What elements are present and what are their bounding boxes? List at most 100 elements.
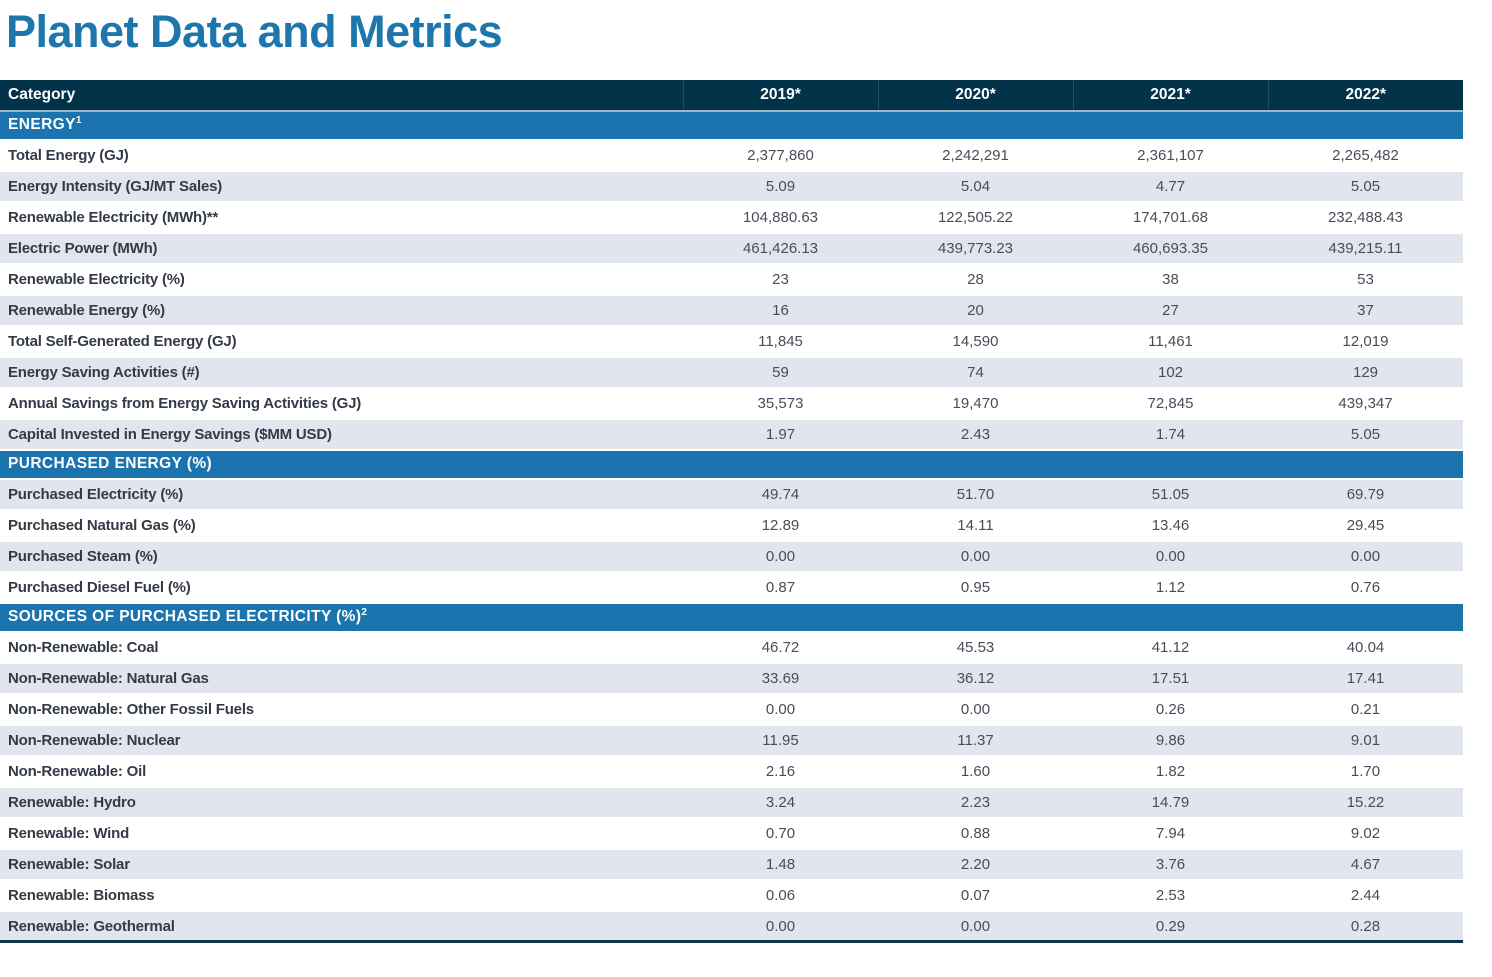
table-row: Renewable: Wind 0.70 0.88 7.94 9.02 — [0, 817, 1463, 849]
row-value-cell: 14.11 — [957, 516, 994, 534]
row-value-cell: 1.97 — [765, 425, 796, 443]
row-value-cell: 41.12 — [1151, 638, 1190, 656]
section-footnote-marker: 1 — [75, 115, 82, 127]
row-value-cell: 35,573 — [757, 394, 804, 412]
year-header-row: Category 2019* 2020* 2021* 2022* — [0, 79, 1463, 112]
row-value-cell: 11.95 — [762, 731, 799, 749]
table-row: Renewable: Hydro 3.24 2.23 14.79 15.22 — [0, 786, 1463, 818]
table-row: Energy Intensity (GJ/MT Sales) 5.09 5.04 4.… — [0, 170, 1463, 202]
row-value-cell: 74 — [967, 363, 984, 381]
row-category-label: Total Self-Generated Energy (GJ) — [8, 332, 237, 350]
row-value-cell: 4.77 — [1155, 177, 1186, 195]
section-header-row: ENERGY1 — [0, 110, 1463, 141]
row-value-cell: 102 — [1157, 363, 1184, 381]
table-row: Electric Power (MWh) 461,426.13 439,773.23… — [0, 232, 1463, 264]
row-value-cell: 9.02 — [1350, 824, 1381, 842]
row-category-label: Non-Renewable: Oil — [8, 762, 147, 780]
table-header: Category 2019* 2020* 2021* 2022* — [0, 79, 1463, 112]
row-value-cell: 33.69 — [761, 669, 800, 687]
row-value-cell: 59 — [772, 363, 789, 381]
table-row: Renewable Energy (%) 16 20 27 37 — [0, 294, 1463, 326]
table-row: Purchased Diesel Fuel (%) 0.87 0.95 1.12 0.7… — [0, 571, 1463, 603]
row-value-cell: 0.70 — [765, 824, 796, 842]
section-heading: ENERGY1 — [0, 110, 1463, 141]
row-value-cell: 1.60 — [960, 762, 991, 780]
row-value-cell: 1.70 — [1350, 762, 1381, 780]
row-value-cell: 1.74 — [1155, 425, 1186, 443]
row-value-cell: 2,361,107 — [1137, 146, 1204, 164]
row-value-cell: 0.07 — [960, 886, 991, 904]
row-value-cell: 4.67 — [1350, 855, 1381, 873]
row-value-cell: 11,461 — [1148, 332, 1193, 350]
row-value-cell: 439,215.11 — [1328, 239, 1403, 257]
row-category-label: Purchased Diesel Fuel (%) — [8, 578, 191, 596]
row-value-cell: 37 — [1357, 301, 1374, 319]
row-value-cell: 0.00 — [960, 917, 991, 935]
table-row: Purchased Electricity (%) 49.74 51.70 51.05… — [0, 478, 1463, 510]
table-row: Non-Renewable: Other Fossil Fuels 0.00 0.0… — [0, 693, 1463, 725]
table-row: Non-Renewable: Nuclear 11.95 11.37 9.86 9.01 — [0, 724, 1463, 756]
row-category-label: Purchased Steam (%) — [8, 547, 158, 565]
table-row: Purchased Steam (%) 0.00 0.00 0.00 0.00 — [0, 540, 1463, 572]
row-value-cell: 0.95 — [960, 578, 991, 596]
row-value-cell: 104,880.63 — [742, 208, 819, 226]
row-value-cell: 17.41 — [1346, 669, 1385, 687]
table-row: Capital Invested in Energy Savings ($MM … — [0, 418, 1463, 450]
row-value-cell: 0.21 — [1350, 700, 1381, 718]
row-value-cell: 5.05 — [1350, 177, 1381, 195]
row-value-cell: 2.53 — [1155, 886, 1186, 904]
table-row: Non-Renewable: Natural Gas 33.69 36.12 17.5… — [0, 662, 1463, 694]
row-value-cell: 0.00 — [960, 700, 991, 718]
table-row: Renewable Electricity (MWh)** 104,880.63 1… — [0, 201, 1463, 233]
row-category-label: Energy Intensity (GJ/MT Sales) — [8, 177, 223, 195]
row-category-label: Renewable Energy (%) — [8, 301, 165, 319]
row-value-cell: 460,693.35 — [1132, 239, 1209, 257]
row-value-cell: 2.16 — [765, 762, 796, 780]
row-value-cell: 1.82 — [1155, 762, 1186, 780]
row-value-cell: 14,590 — [952, 332, 999, 350]
year-column-header: 2020* — [877, 79, 1073, 112]
table-row: Renewable: Solar 1.48 2.20 3.76 4.67 — [0, 848, 1463, 880]
row-value-cell: 36.12 — [956, 669, 995, 687]
row-value-cell: 2.43 — [960, 425, 991, 443]
row-value-cell: 19,470 — [952, 394, 999, 412]
row-value-cell: 27 — [1162, 301, 1179, 319]
row-value-cell: 0.29 — [1155, 917, 1186, 935]
table-row: Non-Renewable: Coal 46.72 45.53 41.12 40.04 — [0, 631, 1463, 663]
table-row: Energy Saving Activities (#) 59 74 102 129 — [0, 356, 1463, 388]
row-value-cell: 11,845 — [758, 332, 803, 350]
row-category-label: Energy Saving Activities (#) — [8, 363, 200, 381]
row-value-cell: 15.22 — [1346, 793, 1385, 811]
row-category-label: Purchased Natural Gas (%) — [8, 516, 196, 534]
year-column-header: 2019* — [682, 79, 878, 112]
row-category-label: Renewable: Wind — [8, 824, 130, 842]
row-value-cell: 12,019 — [1342, 332, 1389, 350]
row-value-cell: 11.37 — [957, 731, 994, 749]
table-row: Purchased Natural Gas (%) 12.89 14.11 13.46… — [0, 509, 1463, 541]
row-value-cell: 7.94 — [1155, 824, 1186, 842]
row-category-label: Renewable: Biomass — [8, 886, 155, 904]
section-footnote-marker: 2 — [361, 607, 368, 619]
row-value-cell: 0.87 — [765, 578, 796, 596]
row-value-cell: 49.74 — [761, 485, 800, 503]
row-value-cell: 53 — [1357, 270, 1374, 288]
metrics-table: Category 2019* 2020* 2021* 2022* ENERGY1 Tot… — [0, 79, 1463, 944]
row-value-cell: 45.53 — [956, 638, 995, 656]
row-value-cell: 51.05 — [1151, 485, 1190, 503]
row-value-cell: 72,845 — [1147, 394, 1194, 412]
row-category-label: Purchased Electricity (%) — [8, 485, 184, 503]
row-value-cell: 2.23 — [960, 793, 991, 811]
row-value-cell: 0.00 — [960, 547, 991, 565]
row-value-cell: 2,377,860 — [747, 146, 814, 164]
table-row: Annual Savings from Energy Saving Activi… — [0, 387, 1463, 419]
table-row: Total Energy (GJ) 2,377,860 2,242,291 2,361… — [0, 139, 1463, 171]
row-value-cell: 2,242,291 — [942, 146, 1009, 164]
row-category-label: Non-Renewable: Other Fossil Fuels — [8, 700, 254, 718]
row-value-cell: 0.00 — [765, 917, 796, 935]
row-value-cell: 5.05 — [1350, 425, 1381, 443]
row-value-cell: 29.45 — [1346, 516, 1385, 534]
row-category-label: Capital Invested in Energy Savings ($MM … — [8, 425, 332, 443]
row-value-cell: 3.24 — [765, 793, 796, 811]
row-value-cell: 0.00 — [765, 700, 796, 718]
row-value-cell: 13.46 — [1151, 516, 1190, 534]
